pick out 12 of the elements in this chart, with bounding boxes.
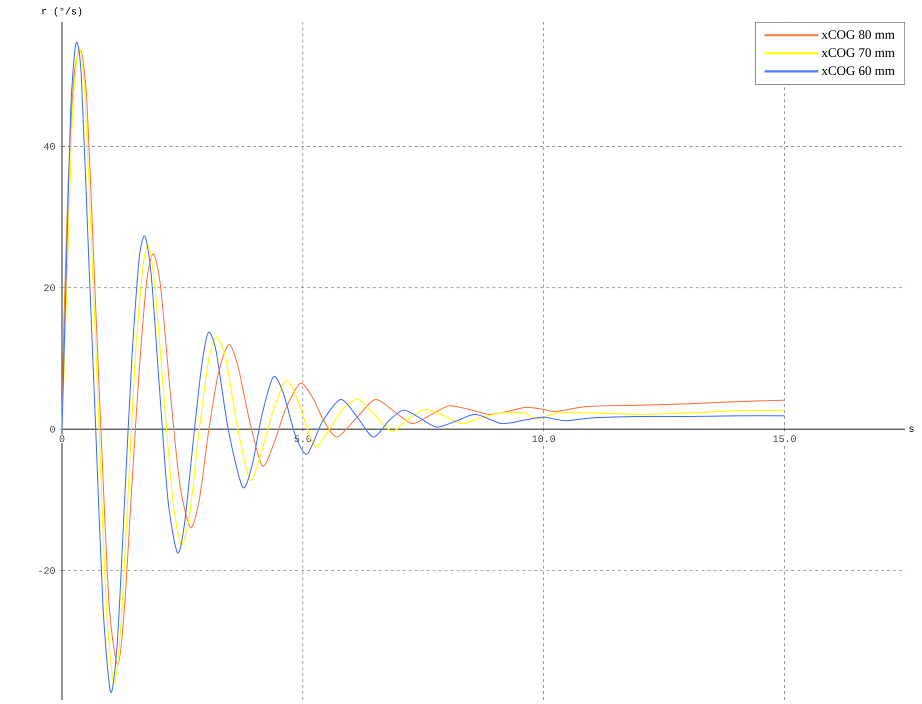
x-axis-title: s (909, 426, 914, 432)
y-axis-title: r (°/s) (42, 7, 82, 16)
y-tick-label: 20 (44, 284, 55, 292)
x-tick-label: 0 (60, 435, 64, 442)
legend-label: xCOG 80 mm (822, 30, 895, 39)
legend-label: xCOG 60 mm (822, 66, 895, 76)
x-tick-label: 15.0 (773, 435, 796, 442)
x-tick-label: 10.0 (532, 435, 556, 442)
y-tick-label: 40 (44, 143, 55, 150)
legend-label: xCOG 70 mm (822, 48, 895, 57)
y-tick-label: 0 (50, 426, 55, 433)
y-tick-label: -20 (39, 567, 55, 574)
